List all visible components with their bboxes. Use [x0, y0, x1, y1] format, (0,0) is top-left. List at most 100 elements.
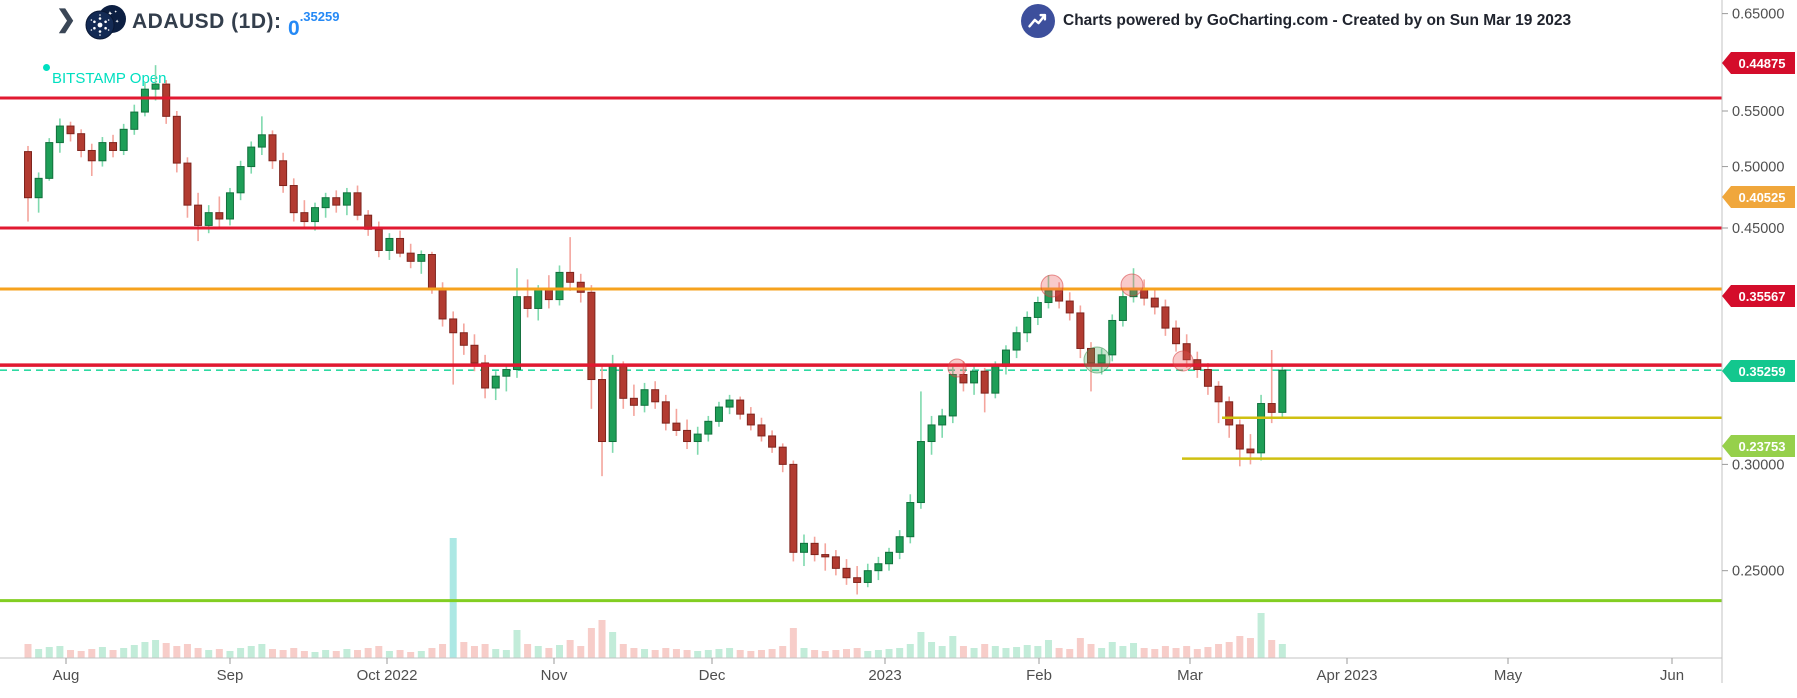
candle-body: [406, 252, 415, 262]
svg-text:✦: ✦: [115, 19, 119, 25]
y-tick-label[interactable]: 0.30000: [1732, 457, 1784, 473]
y-tick-label[interactable]: 0.50000: [1732, 160, 1784, 176]
candle-body: [555, 271, 564, 301]
candle-body: [311, 207, 320, 223]
candle-body: [831, 556, 840, 569]
candle-body: [342, 192, 351, 206]
price-badge[interactable]: [1722, 52, 1795, 74]
price-badge[interactable]: [1722, 285, 1795, 307]
x-tick-label[interactable]: Feb: [1026, 667, 1052, 684]
candle-body: [1065, 300, 1074, 314]
volume-bar: [1002, 648, 1010, 658]
price-badge[interactable]: [1722, 435, 1795, 457]
volume-bar: [779, 646, 787, 658]
exchange-status-label: BITSTAMP Open: [43, 64, 167, 87]
volume-bar: [1044, 640, 1052, 658]
candle-body: [1267, 403, 1276, 413]
candle-body: [725, 399, 734, 408]
volume-bar: [630, 648, 638, 658]
volume-bar: [619, 644, 627, 658]
candle-body: [651, 389, 660, 403]
pink-circle-annotation[interactable]: [947, 358, 967, 378]
volume-bar: [928, 642, 936, 658]
candle-body: [204, 212, 213, 226]
candle-body: [236, 166, 245, 194]
y-tick-label[interactable]: 0.45000: [1732, 221, 1784, 237]
x-tick-label[interactable]: Mar: [1177, 667, 1203, 684]
x-tick-label[interactable]: May: [1494, 667, 1523, 684]
candle-body: [789, 463, 798, 553]
candle-body: [672, 422, 681, 431]
x-tick-label[interactable]: Aug: [53, 667, 80, 684]
volume-bar: [226, 651, 234, 658]
candle-body: [24, 151, 32, 199]
price-badge-label: 0.35259: [1739, 364, 1786, 379]
volume-bar: [747, 651, 755, 658]
x-tick-label[interactable]: Nov: [541, 667, 568, 684]
volume-bar: [1013, 647, 1021, 658]
candle-body: [598, 379, 607, 443]
candle-body: [778, 446, 787, 465]
x-tick-label[interactable]: Sep: [217, 667, 244, 684]
volume-bar: [1087, 644, 1095, 658]
x-tick-label[interactable]: Oct 2022: [357, 667, 418, 684]
volume-bar: [311, 652, 319, 658]
y-tick-label[interactable]: 0.25000: [1732, 564, 1784, 580]
pink-circle-annotation[interactable]: [1120, 273, 1144, 297]
candle-body: [1033, 302, 1042, 318]
volume-bar: [556, 645, 563, 658]
price-badge[interactable]: [1722, 186, 1795, 208]
volume-bar: [853, 648, 861, 658]
candle-body: [438, 287, 447, 320]
volume-bar: [279, 650, 287, 658]
expand-chevron-icon[interactable]: ❯: [56, 6, 77, 33]
volume-bar: [949, 636, 957, 658]
candle-body: [77, 133, 86, 151]
volume-bar: [651, 650, 659, 658]
candle-body: [608, 365, 617, 443]
candle-body: [459, 332, 468, 346]
y-tick-label[interactable]: 0.55000: [1732, 104, 1784, 120]
volume-bar: [885, 649, 893, 658]
volume-bar: [1215, 644, 1223, 658]
candle-body: [619, 365, 628, 399]
green-circle-annotation[interactable]: [1083, 346, 1111, 374]
price-badge-label: 0.44875: [1739, 56, 1786, 71]
volume-bar: [35, 649, 43, 658]
candle-body: [1150, 297, 1159, 308]
price-badge[interactable]: [1722, 360, 1795, 382]
volume-bar: [970, 648, 978, 658]
volume-bar: [332, 651, 340, 658]
candle-body: [810, 542, 819, 556]
pink-circle-annotation[interactable]: [1172, 350, 1194, 372]
x-tick-label[interactable]: Apr 2023: [1317, 667, 1378, 684]
x-tick-label[interactable]: 2023: [868, 667, 901, 684]
candle-body: [194, 204, 203, 226]
pink-circle-annotation[interactable]: [1040, 274, 1064, 298]
candle-body: [300, 212, 309, 223]
x-tick-label[interactable]: Jun: [1660, 667, 1684, 684]
volume-bar: [162, 643, 170, 658]
candle-body: [512, 296, 521, 371]
volume-bar: [322, 650, 330, 658]
market-open-dot-icon: [43, 64, 50, 71]
candle-body: [257, 134, 266, 148]
candle-body: [172, 115, 181, 164]
candle-body: [534, 288, 543, 309]
volume-bar: [152, 640, 160, 658]
volume-bar: [375, 646, 383, 658]
x-tick-label[interactable]: Dec: [699, 667, 726, 684]
volume-bar: [959, 646, 967, 658]
symbol-title[interactable]: ADAUSD (1D):: [132, 10, 282, 33]
price-badge-label: 0.35567: [1739, 289, 1786, 304]
volume-bar: [1108, 642, 1116, 658]
volume-bar: [247, 646, 255, 658]
volume-bar: [1140, 648, 1148, 658]
last-price-decimals: .35259: [299, 9, 340, 24]
volume-bar: [1183, 646, 1191, 658]
volume-bar: [98, 647, 106, 658]
candle-body: [321, 197, 330, 209]
candle-body: [98, 142, 107, 162]
y-tick-label[interactable]: 0.65000: [1732, 7, 1784, 23]
